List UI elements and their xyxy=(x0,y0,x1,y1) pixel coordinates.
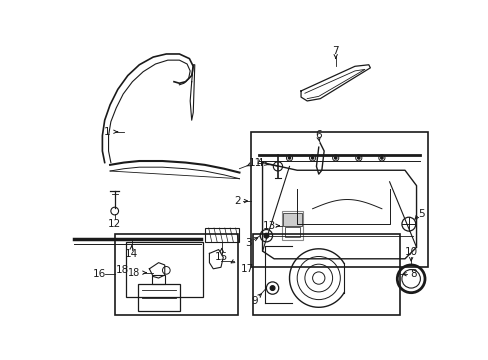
Circle shape xyxy=(264,233,268,238)
Text: 2: 2 xyxy=(233,196,240,206)
Bar xyxy=(250,132,427,266)
Text: 5: 5 xyxy=(418,209,425,219)
Bar xyxy=(138,284,180,311)
Text: 14: 14 xyxy=(125,249,138,259)
Text: 18: 18 xyxy=(127,267,140,278)
Bar xyxy=(115,234,238,315)
Text: 3: 3 xyxy=(245,238,251,248)
Text: 16: 16 xyxy=(93,269,106,279)
Text: 11: 11 xyxy=(248,158,262,168)
Text: 1: 1 xyxy=(103,127,110,137)
Text: 15: 15 xyxy=(215,252,228,262)
Bar xyxy=(204,228,239,242)
Circle shape xyxy=(380,157,382,159)
Bar xyxy=(253,234,399,315)
Text: 4: 4 xyxy=(256,158,262,167)
Text: 6: 6 xyxy=(315,130,322,140)
Text: 12: 12 xyxy=(108,219,121,229)
Text: 9: 9 xyxy=(251,296,258,306)
Bar xyxy=(152,275,164,284)
Bar xyxy=(283,213,301,226)
Circle shape xyxy=(270,286,274,291)
Text: 7: 7 xyxy=(332,46,338,56)
Text: 8: 8 xyxy=(409,269,416,279)
Circle shape xyxy=(288,157,290,159)
Text: 18: 18 xyxy=(116,265,129,275)
Circle shape xyxy=(334,157,336,159)
Text: 13: 13 xyxy=(263,221,276,231)
Text: 10: 10 xyxy=(404,247,417,257)
Circle shape xyxy=(357,157,359,159)
Bar xyxy=(126,242,203,297)
Bar xyxy=(285,227,300,237)
Text: 17: 17 xyxy=(240,264,253,274)
Bar xyxy=(281,211,303,240)
Circle shape xyxy=(311,157,313,159)
